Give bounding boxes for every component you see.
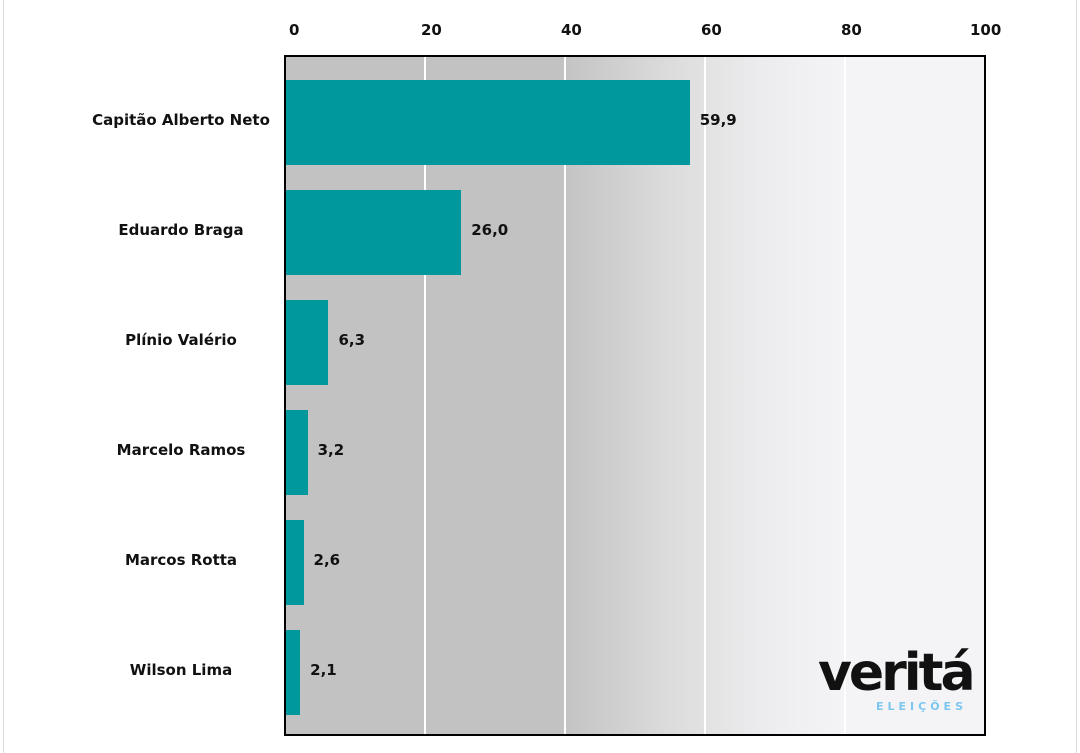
category-label: Marcos Rotta (124, 551, 238, 569)
data-label: 59,9 (699, 111, 737, 129)
gridline (424, 57, 426, 734)
bar (286, 410, 308, 495)
gridline (844, 57, 846, 734)
x-tick-label: 60 (701, 21, 722, 39)
gridline (564, 57, 566, 734)
data-label: 6,3 (338, 331, 366, 349)
x-tick-label: 0 (289, 21, 300, 39)
x-tick-label: 40 (561, 21, 582, 39)
bar (286, 190, 462, 275)
x-tick-label: 100 (970, 21, 1002, 39)
category-label: Wilson Lima (129, 661, 233, 679)
gridline (704, 57, 706, 734)
category-label: Eduardo Braga (118, 221, 244, 239)
data-label: 2,6 (313, 551, 341, 569)
window-frame (3, 0, 1077, 753)
category-label: Marcelo Ramos (116, 441, 246, 459)
x-tick-label: 20 (421, 21, 442, 39)
bar (286, 80, 690, 165)
bar (286, 300, 329, 385)
svg-text:ELEIÇÕES: ELEIÇÕES (876, 700, 967, 713)
data-label: 3,2 (317, 441, 345, 459)
bar (286, 520, 304, 605)
data-label: 2,1 (310, 661, 337, 679)
data-label: 26,0 (471, 221, 509, 239)
verita-logo: veritá ELEIÇÕES (818, 643, 976, 713)
category-label: Capitão Alberto Neto (92, 111, 270, 129)
bar (286, 630, 301, 715)
category-label: Plínio Valério (125, 331, 237, 349)
plot-area: veritá ELEIÇÕES (284, 55, 986, 736)
x-tick-label: 80 (841, 21, 862, 39)
svg-text:veritá: veritá (818, 643, 973, 703)
